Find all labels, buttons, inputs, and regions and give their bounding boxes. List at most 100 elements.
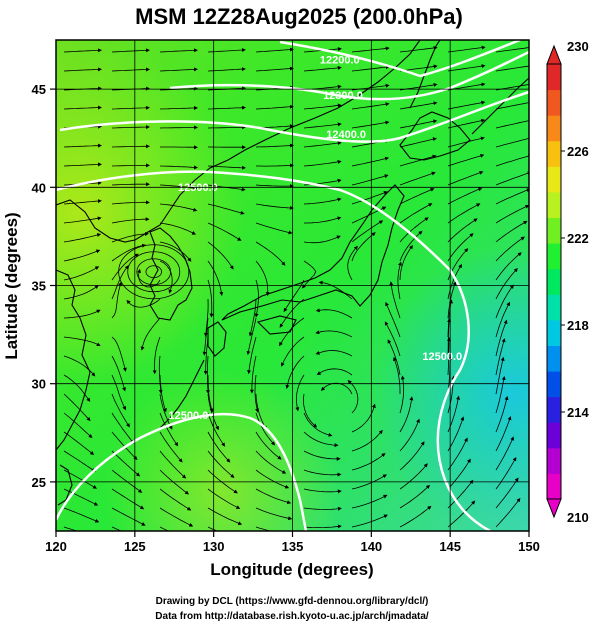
wind-streamline <box>495 236 525 262</box>
wind-streamline <box>255 260 270 297</box>
wind-streamline <box>495 356 505 395</box>
contour-label: 12500.0 <box>178 182 218 194</box>
wind-streamline <box>447 218 478 243</box>
wind-streamline <box>285 355 305 389</box>
wind-streamline <box>447 170 484 186</box>
colorbar-segment <box>547 243 561 270</box>
wind-streamline <box>315 330 353 338</box>
y-tick-label: 25 <box>32 475 46 490</box>
wind-streamline <box>351 232 376 262</box>
wind-streamline <box>351 65 390 72</box>
wind-streamline <box>351 220 384 243</box>
wind-streamline <box>495 171 529 186</box>
wind-streamline <box>111 374 126 411</box>
wind-streamline <box>315 308 353 319</box>
wind-streamline <box>111 243 147 262</box>
wind-streamline <box>303 159 342 167</box>
wind-streamline <box>303 235 341 244</box>
colorbar-tick-label: 222 <box>567 231 589 246</box>
wind-streamline <box>303 103 342 110</box>
wind-streamline <box>63 199 102 205</box>
wind-streamline <box>255 222 293 235</box>
wind-streamline <box>351 174 389 186</box>
wind-streamline <box>111 163 150 168</box>
wind-streamline <box>255 47 294 53</box>
wind-streamline <box>495 118 529 129</box>
wind-streamline <box>495 319 508 357</box>
coast-ryukyu <box>159 359 205 429</box>
y-axis: 25 30 35 40 45 <box>32 82 56 490</box>
wind-streamline <box>351 474 387 490</box>
wind-streamline <box>301 260 317 289</box>
wind-streamline <box>159 412 179 447</box>
x-tick-label: 130 <box>203 539 225 554</box>
x-tick-label: 125 <box>124 539 146 554</box>
wind-streamline <box>495 154 529 167</box>
wind-streamline <box>159 67 198 72</box>
wind-streamline <box>495 456 517 490</box>
coast-hokkaido <box>399 111 471 161</box>
wind-streamline <box>447 118 486 129</box>
wind-streamline <box>111 182 150 187</box>
wind-streamline <box>159 488 192 511</box>
wind-streamline <box>247 336 257 375</box>
wind-streamline <box>447 458 471 490</box>
grid-lines <box>56 40 529 531</box>
colorbar-tick-label: 218 <box>567 318 589 333</box>
wind-streamline <box>495 301 510 338</box>
colorbar-segment <box>547 422 561 449</box>
x-tick-label: 150 <box>518 539 540 554</box>
coast-china-north <box>56 139 266 243</box>
wind-streamline <box>281 336 305 367</box>
wind-streamline <box>447 416 465 452</box>
wind-streamline <box>447 437 468 471</box>
colorbar-segment <box>547 447 561 474</box>
wind-streamline <box>159 241 192 262</box>
wind-streamline <box>207 374 214 413</box>
wind-streamline <box>302 393 318 428</box>
wind-streamline <box>159 105 198 110</box>
wind-streamline <box>279 298 305 328</box>
wind-streamline <box>140 317 161 351</box>
wind-streamline <box>399 463 428 490</box>
wind-streamline <box>202 317 209 356</box>
wind-streamline <box>158 355 163 394</box>
wind-streamline <box>495 47 529 53</box>
contour-label: 12500.0 <box>422 351 462 363</box>
wind-streamline <box>111 431 138 461</box>
wind-streamline <box>447 136 485 148</box>
wind-streamline <box>447 187 483 205</box>
wind-streamline <box>495 188 529 205</box>
y-tick-label: 40 <box>32 180 46 195</box>
colorbar-segment <box>547 140 561 167</box>
wind-streamline <box>447 45 486 53</box>
wind-streamline <box>111 393 130 428</box>
wind-streamline <box>495 416 512 452</box>
wind-streamline <box>111 412 135 444</box>
wind-streamline <box>495 252 522 281</box>
wind-streamline <box>249 355 257 394</box>
wind-streamline <box>447 100 486 110</box>
wind-streamline <box>63 450 96 472</box>
wind-streamline <box>255 469 290 489</box>
colorbar-max-triangle <box>546 44 562 65</box>
wind-streamline <box>159 125 198 130</box>
colorbar-tick-label: 210 <box>567 510 589 525</box>
coast-kuril <box>471 77 529 135</box>
contour-12500-south <box>56 412 308 531</box>
colorbar: 210 214 218 222 226 230 <box>546 39 589 525</box>
wind-streamline <box>111 105 150 110</box>
wind-streamline <box>111 200 150 205</box>
wind-streamline <box>255 104 294 110</box>
colorbar-segment <box>547 217 561 244</box>
wind-streamline <box>495 136 529 148</box>
colorbar-segment <box>547 319 561 346</box>
wind-streamline <box>303 141 342 148</box>
wind-streamline <box>159 393 173 430</box>
wind-streamline <box>303 488 342 494</box>
credit-data: Data from http://database.rish.kyoto-u.a… <box>155 611 429 622</box>
x-tick-label: 145 <box>439 539 461 554</box>
colorbar-segment <box>547 396 561 423</box>
contour-label: 12300.0 <box>323 90 363 102</box>
colorbar-segment <box>547 345 561 372</box>
